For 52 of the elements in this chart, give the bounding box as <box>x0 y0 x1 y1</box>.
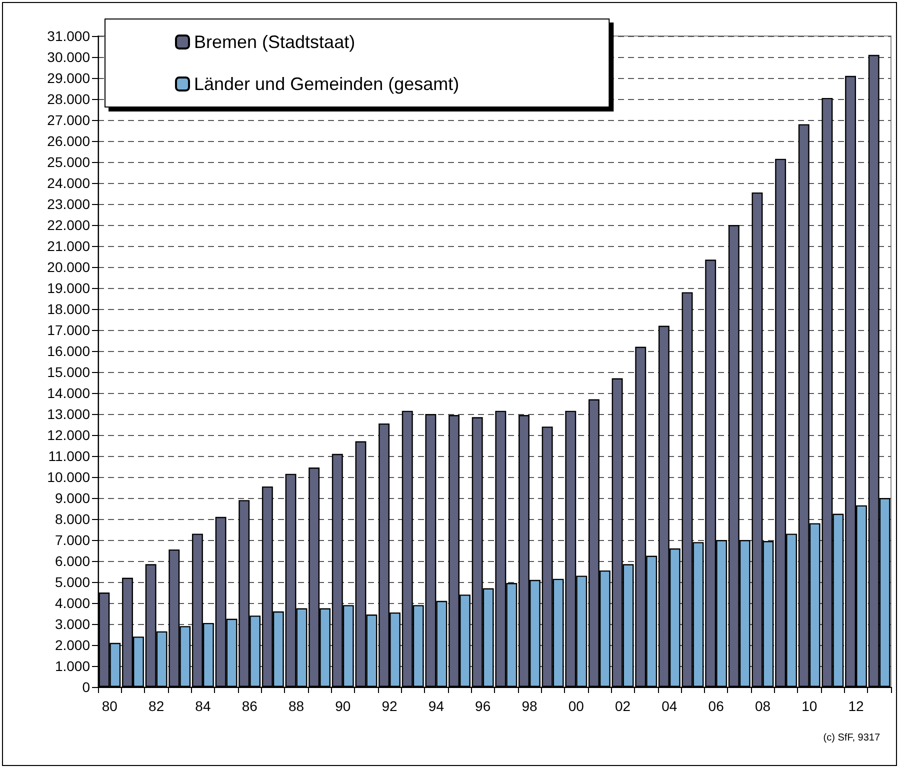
text: (c) SfF, 9317 <box>823 732 880 744</box>
y-tick-label: 16.000 <box>47 343 90 359</box>
x-tick-label: 00 <box>568 698 584 714</box>
y-tick-label: 20.000 <box>47 259 90 275</box>
y-tick-label: 6.000 <box>54 553 90 569</box>
legend-label: Bremen (Stadtstaat) <box>194 32 356 52</box>
x-tick-label: 08 <box>754 698 771 714</box>
y-tick-label: 4.000 <box>54 595 90 611</box>
x-tick-label: 86 <box>242 698 258 714</box>
y-tick-label: 24.000 <box>47 175 90 191</box>
x-tick-label: 02 <box>614 698 631 714</box>
x-tick-label: 88 <box>288 698 304 714</box>
y-tick-label: 1.000 <box>54 658 90 674</box>
y-tick-label: 23.000 <box>47 196 90 212</box>
y-tick-label: 27.000 <box>47 112 90 128</box>
y-tick-label: 0 <box>82 679 90 695</box>
y-tick-label: 3.000 <box>54 616 90 632</box>
y-tick-label: 19.000 <box>47 280 90 296</box>
x-tick-label: 90 <box>335 698 351 714</box>
x-tick-label: 94 <box>428 698 444 714</box>
y-tick-label: 31.000 <box>47 28 90 44</box>
y-tick-label: 13.000 <box>47 406 90 422</box>
y-tick-label: 15.000 <box>47 364 90 380</box>
y-tick-label: 7.000 <box>54 532 90 548</box>
y-tick-label: 11.000 <box>48 448 90 464</box>
y-tick-label: 30.000 <box>47 49 90 65</box>
y-tick-label: 8.000 <box>54 511 90 527</box>
y-tick-label: 22.000 <box>47 217 90 233</box>
x-tick-label: 98 <box>522 698 538 714</box>
legend-label: Länder und Gemeinden (gesamt) <box>194 74 460 94</box>
y-tick-label: 21.000 <box>47 238 90 254</box>
y-tick-label: 2.000 <box>54 637 90 653</box>
x-tick-label: 92 <box>382 698 398 714</box>
y-tick-label: 9.000 <box>54 490 90 506</box>
y-tick-label: 28.000 <box>47 91 90 107</box>
x-tick-label: 12 <box>848 698 864 714</box>
x-tick-label: 10 <box>802 698 818 714</box>
y-tick-label: 14.000 <box>47 385 90 401</box>
x-tick-label: 06 <box>708 698 724 714</box>
x-tick-label: 80 <box>102 698 118 714</box>
y-tick-label: 26.000 <box>47 133 90 149</box>
y-tick-label: 12.000 <box>47 427 90 443</box>
y-tick-label: 25.000 <box>47 154 90 170</box>
x-tick-label: 96 <box>475 698 491 714</box>
x-tick-label: 04 <box>662 698 678 714</box>
y-tick-label: 29.000 <box>47 70 90 86</box>
x-tick-label: 84 <box>195 698 211 714</box>
y-tick-label: 18.000 <box>47 301 90 317</box>
y-tick-label: 10.000 <box>47 469 90 485</box>
x-tick-label: 82 <box>148 698 164 714</box>
y-tick-label: 5.000 <box>54 574 90 590</box>
y-tick-label: 17.000 <box>47 322 90 338</box>
